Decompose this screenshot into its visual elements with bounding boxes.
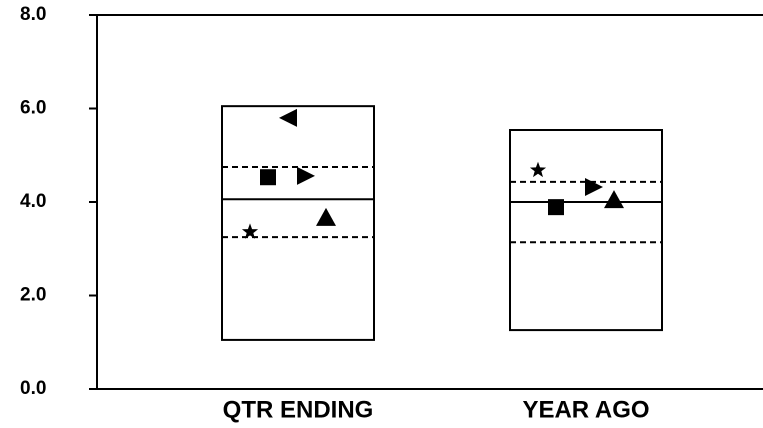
x-tick-label: QTR ENDING bbox=[223, 396, 374, 423]
marker-triangle-right bbox=[585, 178, 603, 197]
y-tick-label: 0.0 bbox=[20, 378, 46, 399]
marker-square bbox=[548, 199, 564, 216]
marker-square bbox=[260, 169, 276, 186]
box bbox=[221, 105, 375, 341]
marker-triangle-left bbox=[279, 108, 297, 127]
marker-star bbox=[241, 223, 259, 239]
box bbox=[509, 129, 663, 332]
y-tick-label: 2.0 bbox=[20, 285, 46, 306]
y-tick-label: 4.0 bbox=[20, 191, 46, 212]
marker-triangle-up bbox=[316, 207, 336, 226]
x-tick-label: YEAR AGO bbox=[522, 396, 649, 423]
marker-star bbox=[529, 161, 547, 178]
y-tick-label: 8.0 bbox=[20, 4, 46, 25]
marker-triangle-right bbox=[297, 166, 315, 185]
y-tick-label: 6.0 bbox=[20, 98, 46, 119]
marker-triangle-up bbox=[604, 190, 624, 209]
